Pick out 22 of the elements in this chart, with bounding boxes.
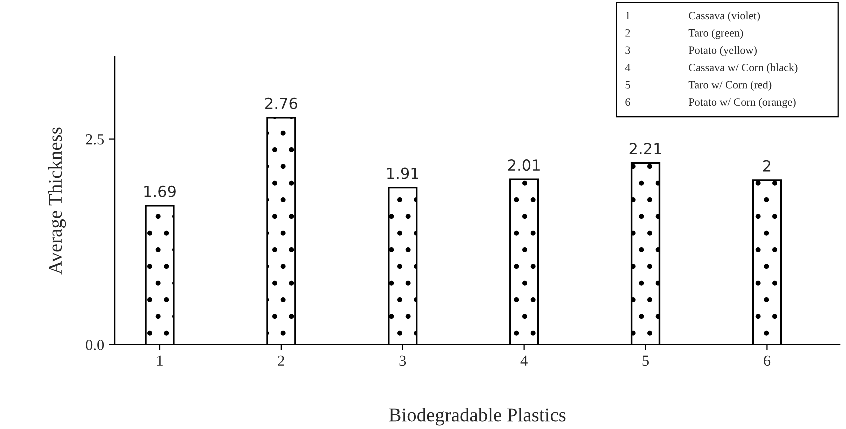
x-tick-label: 1 xyxy=(158,356,163,366)
text: 3 Potato (yellow) xyxy=(626,46,757,56)
text: 1 Cassava (violet) xyxy=(626,12,760,22)
x-tick-label: 6 xyxy=(764,356,771,366)
data-label: 2.76 xyxy=(266,98,298,110)
x-tick-label: 5 xyxy=(642,356,649,366)
x-axis-title: Biodegradable Plastics xyxy=(389,408,566,426)
data-label: 2 xyxy=(763,160,771,172)
x-tick-label: 2 xyxy=(278,356,284,366)
data-label: 2.01 xyxy=(508,160,540,172)
data-label: 1.91 xyxy=(388,168,418,180)
text: 2 Taro (green) xyxy=(626,29,744,40)
data-label: 1.69 xyxy=(144,186,176,198)
x-tick-label: 4 xyxy=(520,356,528,366)
y-tick-label: 2.5 xyxy=(86,134,104,145)
text: 5 Taro w/ Corn (red) xyxy=(626,80,772,92)
data-label: 2.21 xyxy=(630,143,662,154)
y-axis-title: Average Thickness xyxy=(48,128,66,275)
x-tick-label: 3 xyxy=(400,356,406,366)
text: 4 Cassava w/ Corn (black) xyxy=(625,64,798,74)
y-tick-label: 0.0 xyxy=(86,340,104,350)
text: 6 Potato w/ Corn (orange) xyxy=(626,98,796,108)
